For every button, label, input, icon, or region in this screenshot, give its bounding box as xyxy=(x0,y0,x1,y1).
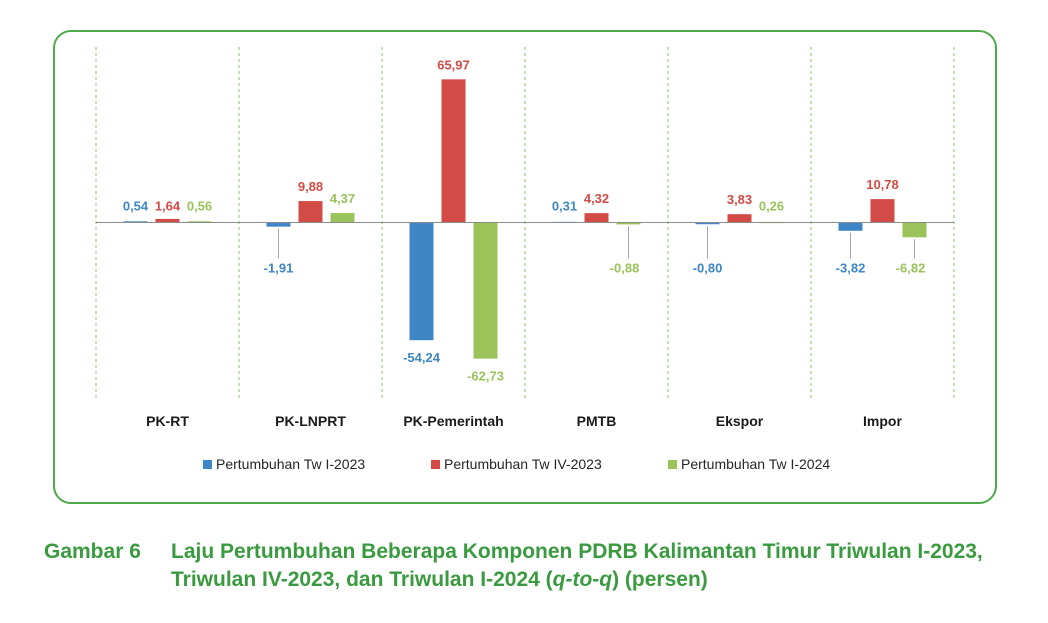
bar xyxy=(330,213,355,223)
bar xyxy=(187,221,212,223)
data-label: 10,78 xyxy=(866,177,899,192)
bar xyxy=(123,221,148,223)
bar xyxy=(902,222,927,238)
data-label: 1,64 xyxy=(155,199,181,214)
bar xyxy=(473,222,498,359)
bar xyxy=(695,222,720,225)
legend-swatch xyxy=(431,460,440,469)
caption-label: Gambar 6 xyxy=(44,540,141,563)
bar xyxy=(266,222,291,227)
bar xyxy=(441,79,466,223)
data-label: 0,56 xyxy=(187,199,212,214)
bar xyxy=(616,222,641,225)
data-label: 3,83 xyxy=(727,192,752,207)
data-label: -0,80 xyxy=(693,261,723,276)
data-label: -54,24 xyxy=(403,350,441,365)
data-label: 0,26 xyxy=(759,199,784,214)
caption-text-part2: ) (persen) xyxy=(612,568,708,591)
chart-frame xyxy=(53,30,997,504)
category-label: Impor xyxy=(863,413,902,429)
bar-chart: 0,54 1,64 0,56 PK-RT -1,91 9,88 4,37 PK-LNPRT -5… xyxy=(95,47,955,472)
data-label: 0,31 xyxy=(552,199,577,214)
category-label: Ekspor xyxy=(716,413,764,429)
bar xyxy=(409,222,434,341)
legend-label: Pertumbuhan Tw IV-2023 xyxy=(444,456,602,472)
bar xyxy=(727,214,752,223)
bar xyxy=(838,222,863,231)
legend-label: Pertumbuhan Tw I-2023 xyxy=(216,456,365,472)
data-label: 65,97 xyxy=(437,57,470,72)
data-label: -0,88 xyxy=(610,261,640,276)
caption-text: Laju Pertumbuhan Beberapa Komponen PDRB … xyxy=(171,538,1001,594)
bar xyxy=(870,199,895,223)
legend-swatch xyxy=(668,460,677,469)
category-label: PMTB xyxy=(577,413,617,429)
data-label: 9,88 xyxy=(298,179,323,194)
data-label: -62,73 xyxy=(467,369,504,384)
category-label: PK-Pemerintah xyxy=(403,413,503,429)
data-label: 4,32 xyxy=(584,191,609,206)
bar xyxy=(298,201,323,223)
data-label: -6,82 xyxy=(896,261,926,276)
caption-text-italic: q-to-q xyxy=(552,568,613,591)
legend-swatch xyxy=(203,460,212,469)
data-label: 4,37 xyxy=(330,191,355,206)
legend-label: Pertumbuhan Tw I-2024 xyxy=(681,456,830,472)
data-label: -3,82 xyxy=(836,261,866,276)
data-label: 0,54 xyxy=(123,199,149,214)
category-label: PK-RT xyxy=(146,413,189,429)
category-label: PK-LNPRT xyxy=(275,413,346,429)
caption-text-part1: Laju Pertumbuhan Beberapa Komponen PDRB … xyxy=(171,540,983,591)
bar xyxy=(155,218,180,223)
data-label: -1,91 xyxy=(264,261,294,276)
bar xyxy=(584,213,609,223)
